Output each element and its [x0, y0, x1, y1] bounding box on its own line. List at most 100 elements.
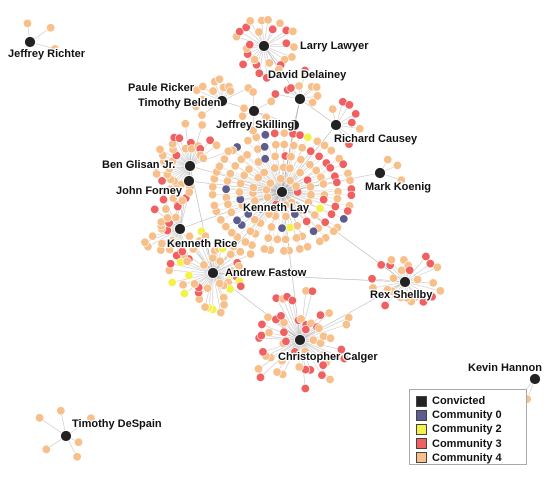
- community-node: [56, 406, 66, 416]
- community-node: [435, 286, 445, 296]
- edge: [282, 339, 301, 375]
- community-node: [315, 203, 325, 213]
- community-node: [276, 174, 286, 184]
- community-node: [291, 181, 301, 191]
- community-node: [226, 207, 236, 217]
- hub-kevin-hannon-node: [529, 373, 541, 385]
- community-node: [427, 292, 437, 302]
- edge: [299, 98, 337, 126]
- community-node: [345, 175, 355, 185]
- legend-label: Community 2: [432, 423, 502, 436]
- community-node: [266, 96, 276, 106]
- community-node: [236, 281, 246, 291]
- legend-item-community-2: Community 2: [416, 422, 526, 436]
- edge: [281, 156, 292, 193]
- community-node: [230, 161, 240, 171]
- community-node: [197, 110, 207, 120]
- edge: [253, 110, 295, 126]
- community-node: [225, 86, 235, 96]
- community-node: [198, 82, 208, 92]
- hub-christopher-calger-node: [294, 334, 306, 346]
- edge: [212, 272, 222, 313]
- community-node: [216, 215, 226, 225]
- community-node: [167, 277, 177, 287]
- edge: [240, 191, 283, 200]
- community-node: [218, 244, 228, 254]
- hub-larry-lawyer-label: Larry Lawyer: [300, 40, 369, 52]
- community-node: [405, 265, 415, 275]
- community-node: [281, 336, 291, 346]
- community-node: [178, 280, 188, 290]
- community-node: [295, 168, 305, 178]
- community-node: [264, 58, 274, 68]
- label-layer: Jeffrey Richter Larry Lawyer David Delaine…: [7, 39, 544, 432]
- community-node: [250, 55, 260, 65]
- community-node: [221, 184, 231, 194]
- community-node: [309, 226, 319, 236]
- community-node: [254, 364, 264, 374]
- community-node: [240, 237, 250, 247]
- community-node: [285, 163, 295, 173]
- edge: [147, 228, 181, 247]
- community-node: [258, 347, 268, 357]
- community-node: [250, 215, 260, 225]
- community-node: [281, 38, 291, 48]
- community-node: [223, 146, 233, 156]
- community-node: [318, 360, 328, 370]
- edge: [244, 175, 283, 193]
- community-node: [200, 302, 210, 312]
- community-node: [428, 278, 438, 288]
- community-node: [425, 259, 435, 269]
- community-node: [274, 64, 284, 74]
- legend-swatch: [416, 423, 427, 435]
- community-node: [336, 345, 346, 355]
- legend-swatch: [416, 395, 427, 407]
- community-node: [328, 104, 338, 114]
- legend-label: Convicted: [432, 395, 486, 408]
- community-node: [223, 199, 233, 209]
- community-node: [234, 261, 244, 271]
- community-node: [245, 16, 255, 26]
- community-node: [165, 164, 175, 174]
- community-node: [271, 199, 281, 209]
- community-node: [177, 196, 187, 206]
- hub-timothy-despain-label: Timothy DeSpain: [72, 418, 162, 430]
- community-node: [214, 74, 224, 84]
- edge: [274, 156, 283, 193]
- edge: [242, 191, 283, 206]
- community-node: [320, 217, 330, 227]
- community-node: [208, 190, 218, 200]
- community-node: [243, 209, 253, 219]
- community-node: [326, 146, 336, 156]
- hub-jeffrey-richter-label: Jeffrey Richter: [8, 48, 86, 60]
- legend-item-community-4: Community 4: [416, 451, 526, 465]
- hub-rex-shellby-label: Rex Shellby: [370, 289, 433, 301]
- hub-richard-causey-node: [330, 119, 342, 131]
- community-node: [219, 300, 229, 310]
- hub-john-forney-node: [183, 175, 195, 187]
- community-node: [246, 249, 256, 259]
- community-node: [260, 130, 270, 140]
- edge: [282, 298, 301, 341]
- community-node: [275, 18, 285, 28]
- community-node: [332, 177, 342, 187]
- hub-ben-glisan-jr-label: Ben Glisan Jr.: [102, 159, 175, 171]
- community-node: [257, 319, 267, 329]
- community-node: [386, 255, 396, 265]
- community-node: [308, 97, 318, 107]
- community-node: [266, 222, 276, 232]
- community-node: [418, 297, 428, 307]
- community-node: [262, 73, 272, 83]
- community-node: [263, 312, 273, 322]
- community-node: [264, 209, 274, 219]
- community-node: [280, 200, 290, 210]
- community-node: [219, 154, 229, 164]
- community-node: [290, 209, 300, 219]
- community-node: [165, 245, 175, 255]
- community-node: [259, 167, 269, 177]
- community-node: [268, 24, 278, 34]
- edge: [212, 253, 251, 274]
- hub-andrew-fastow-node: [207, 267, 219, 279]
- edge: [281, 164, 311, 193]
